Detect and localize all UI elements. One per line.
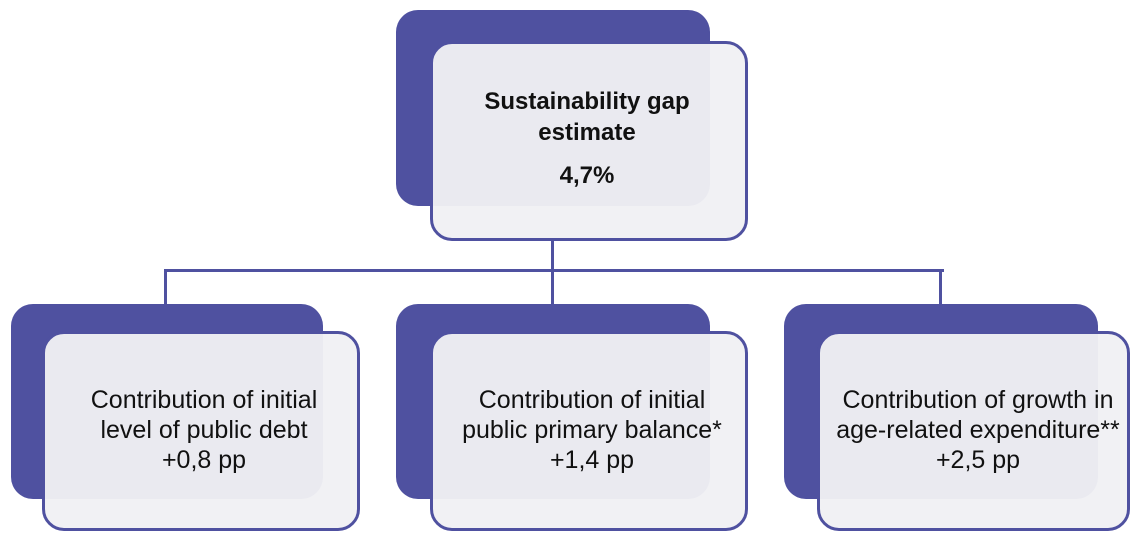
- connector-vertical-top: [551, 241, 554, 271]
- child-box-text: Contribution of initial level of public …: [65, 385, 343, 475]
- child-box-value: +2,5 pp: [935, 446, 1021, 474]
- connector-left: [164, 269, 167, 307]
- child-box: [42, 331, 360, 531]
- child-box: [430, 331, 748, 531]
- child-box-value: +1,4 pp: [549, 446, 635, 474]
- connector-horizontal: [164, 269, 944, 272]
- child-box-text: Contribution of initial public primary b…: [451, 385, 733, 475]
- connector-middle: [551, 269, 554, 307]
- connector-right: [939, 269, 942, 307]
- top-box-title: Sustainability gap estimate: [484, 88, 690, 146]
- child-box-label: Contribution of growth in age-related ex…: [836, 386, 1120, 444]
- child-box-label: Contribution of initial level of public …: [90, 386, 318, 444]
- top-box: [430, 41, 748, 241]
- child-box-value: +0,8 pp: [161, 446, 247, 474]
- child-box: [817, 331, 1130, 531]
- top-box-value: 4,7%: [559, 162, 615, 189]
- top-box-text: Sustainability gap estimate 4,7%: [462, 86, 712, 191]
- child-box-text: Contribution of growth in age-related ex…: [832, 385, 1124, 475]
- child-box-label: Contribution of initial public primary b…: [462, 386, 722, 444]
